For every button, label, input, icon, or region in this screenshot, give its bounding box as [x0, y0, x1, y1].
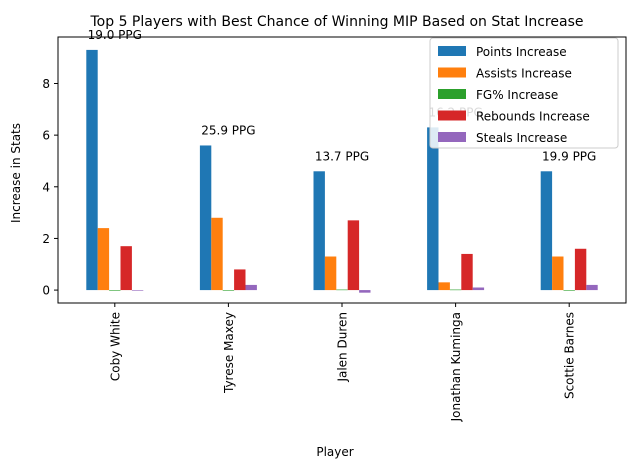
bar-rebounds-increase-2	[347, 220, 360, 291]
annotation-4: 19.9 PPG	[542, 149, 596, 163]
legend-swatch-points-increase	[438, 46, 466, 56]
bar-rebounds-increase-0	[120, 246, 132, 291]
y-tick-label-2: 4	[42, 180, 50, 194]
x-tick-label-1: Tyrese Maxey	[222, 312, 236, 394]
annotation-2: 13.7 PPG	[315, 149, 369, 163]
bar-steals-increase-2	[359, 290, 371, 293]
x-axis-label: Player	[316, 445, 353, 459]
legend-label-steals-increase: Steals Increase	[476, 131, 567, 145]
legend-swatch-steals-increase	[438, 132, 466, 142]
legend-swatch-fg-increase	[438, 89, 466, 99]
y-tick-label-3: 6	[42, 129, 50, 143]
bar-assists-increase-3	[438, 282, 450, 291]
y-axis-label: Increase in Stats	[9, 123, 23, 223]
bar-points-increase-1	[199, 145, 212, 291]
x-tick-label-0: Coby White	[108, 312, 122, 381]
x-tick-label-2: Jalen Duren	[336, 312, 350, 383]
bar-rebounds-increase-3	[461, 253, 473, 291]
bar-assists-increase-2	[324, 256, 337, 291]
bar-steals-increase-4	[586, 284, 598, 291]
x-tick-label-3: Jonathan Kuminga	[449, 312, 463, 422]
bar-steals-increase-0	[131, 290, 144, 291]
ticks-layer: Coby White Tyrese Maxey Jalen Duren Jonatha…	[42, 77, 576, 422]
legend: Points Increase Assists Increase FG% Incre…	[429, 37, 619, 149]
chart-title: Top 5 Players with Best Chance of Winnin…	[90, 14, 584, 30]
bar-points-increase-0	[86, 49, 98, 291]
bar-assists-increase-4	[552, 256, 564, 291]
bar-fg-increase-0	[109, 290, 121, 291]
legend-swatch-assists-increase	[438, 67, 466, 78]
x-tick-label-4: Scottie Barnes	[563, 312, 577, 399]
legend-label-points-increase: Points Increase	[476, 45, 567, 59]
bar-steals-increase-1	[245, 284, 257, 291]
bar-steals-increase-3	[472, 287, 485, 291]
annotation-0: 19.0 PPG	[88, 28, 142, 42]
legend-swatch-rebounds-increase	[438, 110, 466, 121]
bar-fg-increase-4	[563, 290, 575, 291]
y-tick-label-0: 0	[42, 284, 50, 298]
bar-rebounds-increase-4	[574, 248, 587, 291]
bars-layer	[86, 49, 598, 293]
y-tick-label-1: 2	[42, 232, 50, 246]
annotation-1: 25.9 PPG	[201, 124, 255, 138]
legend-box	[429, 37, 619, 149]
legend-label-assists-increase: Assists Increase	[476, 67, 572, 81]
legend-label-fg-increase: FG% Increase	[476, 88, 558, 102]
y-tick-label-4: 8	[42, 77, 50, 91]
bar-fg-increase-1	[222, 290, 235, 291]
bar-points-increase-4	[540, 171, 553, 291]
bar-fg-increase-3	[449, 289, 462, 291]
bar-assists-increase-0	[97, 228, 110, 291]
legend-label-rebounds-increase: Rebounds Increase	[476, 110, 590, 124]
bar-points-increase-3	[427, 127, 439, 291]
bar-fg-increase-2	[336, 289, 348, 291]
bar-rebounds-increase-1	[234, 269, 246, 291]
bar-points-increase-2	[313, 171, 325, 291]
bar-assists-increase-1	[211, 217, 223, 291]
